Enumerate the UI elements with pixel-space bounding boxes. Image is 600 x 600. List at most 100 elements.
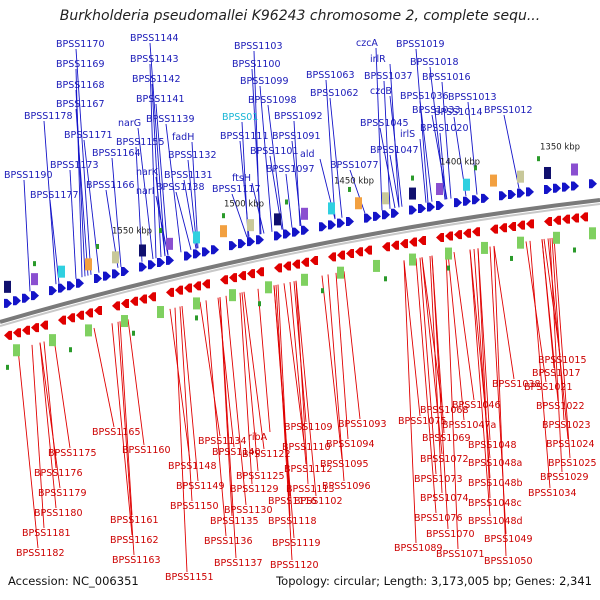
gene-label[interactable]: BPSS1160 xyxy=(122,445,170,456)
gene-label[interactable]: BPSS1111 xyxy=(220,131,268,142)
gene-label[interactable]: BPSS01 xyxy=(222,112,258,123)
gene-label[interactable]: BPSS1063 xyxy=(306,70,354,81)
gene-label[interactable]: BPSS1132 xyxy=(168,150,216,161)
gene-label[interactable]: BPSS1069 xyxy=(422,433,470,444)
gene-label[interactable]: BPSS1023 xyxy=(542,420,590,431)
gene-label[interactable]: BPSS1151 xyxy=(165,572,213,583)
gene-label[interactable]: BPSS1033 xyxy=(412,105,460,116)
gene-label[interactable]: BPSS1017 xyxy=(532,368,580,379)
gene-label[interactable]: BPSS1149 xyxy=(176,481,224,492)
gene-label[interactable]: BPSS1155 xyxy=(116,137,164,148)
gene-label[interactable]: fadH xyxy=(172,132,194,143)
gene-label[interactable]: BPSS1097 xyxy=(266,164,314,175)
gene-label[interactable]: BPSS1120 xyxy=(270,560,318,571)
gene-label[interactable]: BPSS1150 xyxy=(170,501,218,512)
gene-label[interactable]: BPSS1047 xyxy=(370,145,418,156)
gene-label[interactable]: BPSS1102 xyxy=(294,496,342,507)
gene-label[interactable]: BPSS1025 xyxy=(548,458,596,469)
gene-label[interactable]: BPSS1122 xyxy=(242,449,290,460)
gene-label[interactable]: BPSS1125 xyxy=(236,471,284,482)
gene-label[interactable]: BPSS1176 xyxy=(34,468,82,479)
gene-label[interactable]: BPSS1117 xyxy=(212,184,260,195)
gene-label[interactable]: BPSS1072 xyxy=(420,454,468,465)
gene-label[interactable]: BPSS1101 xyxy=(250,146,298,157)
gene-label[interactable]: ribA xyxy=(248,432,268,443)
gene-label[interactable]: BPSS1049 xyxy=(484,534,532,545)
gene-label[interactable]: BPSS1037 xyxy=(364,71,412,82)
gene-label[interactable]: BPSS1018 xyxy=(410,57,458,68)
gene-label[interactable]: BPSS1164 xyxy=(92,148,140,159)
gene-label[interactable]: BPSS1048b xyxy=(468,478,523,489)
gene-label[interactable]: BPSS1103 xyxy=(234,41,282,52)
gene-label[interactable]: BPSS1119 xyxy=(272,538,320,549)
gene-label[interactable]: BPSS1019 xyxy=(396,39,444,50)
gene-label[interactable]: BPSS1131 xyxy=(164,170,212,181)
gene-label[interactable]: BPSS1048a xyxy=(468,458,522,469)
gene-label[interactable]: BPSS1048 xyxy=(468,440,516,451)
gene-label[interactable]: narI xyxy=(136,186,155,197)
gene-label[interactable]: BPSS1070 xyxy=(426,529,474,540)
gene-label[interactable]: BPSS1190 xyxy=(4,170,52,181)
gene-label[interactable]: BPSS1112 xyxy=(284,464,332,475)
gene-label[interactable]: BPSS1182 xyxy=(16,548,64,559)
gene-label[interactable]: BPSS1181 xyxy=(22,528,70,539)
gene-label[interactable]: BPSS1048d xyxy=(468,516,523,527)
gene-label[interactable]: BPSS1118 xyxy=(268,516,316,527)
gene-label[interactable]: BPSS1077 xyxy=(330,160,378,171)
gene-label[interactable]: BPSS1143 xyxy=(130,54,178,65)
gene-label[interactable]: BPSS1074 xyxy=(420,493,468,504)
gene-label[interactable]: BPSS1129 xyxy=(230,484,278,495)
gene-label[interactable]: BPSS1098 xyxy=(248,95,296,106)
gene-label[interactable]: BPSS1175 xyxy=(48,448,96,459)
gene-label[interactable]: BPSS1071 xyxy=(436,549,484,560)
gene-label[interactable]: narK xyxy=(136,167,159,178)
gene-label[interactable]: BPSS1099 xyxy=(240,76,288,87)
gene-label[interactable]: BPSS1034 xyxy=(528,488,576,499)
gene-label[interactable]: BPSS1024 xyxy=(546,439,594,450)
gene-label[interactable]: BPSS1100 xyxy=(232,59,280,70)
gene-label[interactable]: irlR xyxy=(370,54,386,65)
gene-label[interactable]: irlS xyxy=(400,129,415,140)
gene-label[interactable]: BPSS1171 xyxy=(64,130,112,141)
gene-label[interactable]: BPSS1144 xyxy=(130,33,178,44)
gene-label[interactable]: BPSS1177 xyxy=(30,190,78,201)
gene-label[interactable]: BPSS1012 xyxy=(484,105,532,116)
gene-label[interactable]: BPSS1169 xyxy=(56,59,104,70)
gene-label[interactable]: BPSS1022 xyxy=(536,401,584,412)
gene-label[interactable]: BPSS1092 xyxy=(274,111,322,122)
gene-label[interactable]: BPSS1016 xyxy=(422,72,470,83)
gene-label[interactable]: BPSS1036 xyxy=(400,91,448,102)
gene-label[interactable]: BPSS1163 xyxy=(112,555,160,566)
gene-label[interactable]: BPSS1173 xyxy=(50,160,98,171)
gene-label[interactable]: BPSS1091 xyxy=(272,131,320,142)
gene-label[interactable]: BPSS1178 xyxy=(24,111,72,122)
gene-label[interactable]: BPSS1076 xyxy=(414,513,462,524)
gene-label[interactable]: BPSS1062 xyxy=(310,88,358,99)
gene-label[interactable]: ftsH xyxy=(232,173,251,184)
gene-label[interactable]: BPSS1095 xyxy=(320,459,368,470)
gene-label[interactable]: BPSS1096 xyxy=(322,481,370,492)
gene-label[interactable]: BPSS1113 xyxy=(286,484,334,495)
gene-label[interactable]: BPSS1136 xyxy=(204,536,252,547)
gene-label[interactable]: BPSS1050 xyxy=(484,556,532,567)
gene-label[interactable]: BPSS1166 xyxy=(86,180,134,191)
gene-label[interactable]: BPSS1134 xyxy=(198,436,246,447)
gene-label[interactable]: czcA xyxy=(356,38,378,49)
gene-label[interactable]: BPSS1109 xyxy=(284,422,332,433)
gene-label[interactable]: BPSS1148 xyxy=(168,461,216,472)
gene-label[interactable]: BPSS1068 xyxy=(420,405,468,416)
gene-label[interactable]: ald xyxy=(300,149,315,160)
gene-label[interactable]: BPSS1130 xyxy=(224,505,272,516)
gene-label[interactable]: BPSS1140 xyxy=(212,447,260,458)
gene-label[interactable]: BPSS1045 xyxy=(360,118,408,129)
gene-label[interactable]: BPSS1141 xyxy=(136,94,184,105)
gene-label[interactable]: BPSS1165 xyxy=(92,427,140,438)
gene-label[interactable]: BPSS1139 xyxy=(146,114,194,125)
gene-label[interactable]: BPSS1116 xyxy=(268,496,316,507)
gene-label[interactable]: BPSS1075 xyxy=(398,416,446,427)
gene-label[interactable]: BPSS1110 xyxy=(282,442,330,453)
gene-label[interactable]: BPSS1135 xyxy=(210,516,258,527)
gene-label[interactable]: BPSS1047a xyxy=(442,420,496,431)
gene-label[interactable]: BPSS1073 xyxy=(414,474,462,485)
